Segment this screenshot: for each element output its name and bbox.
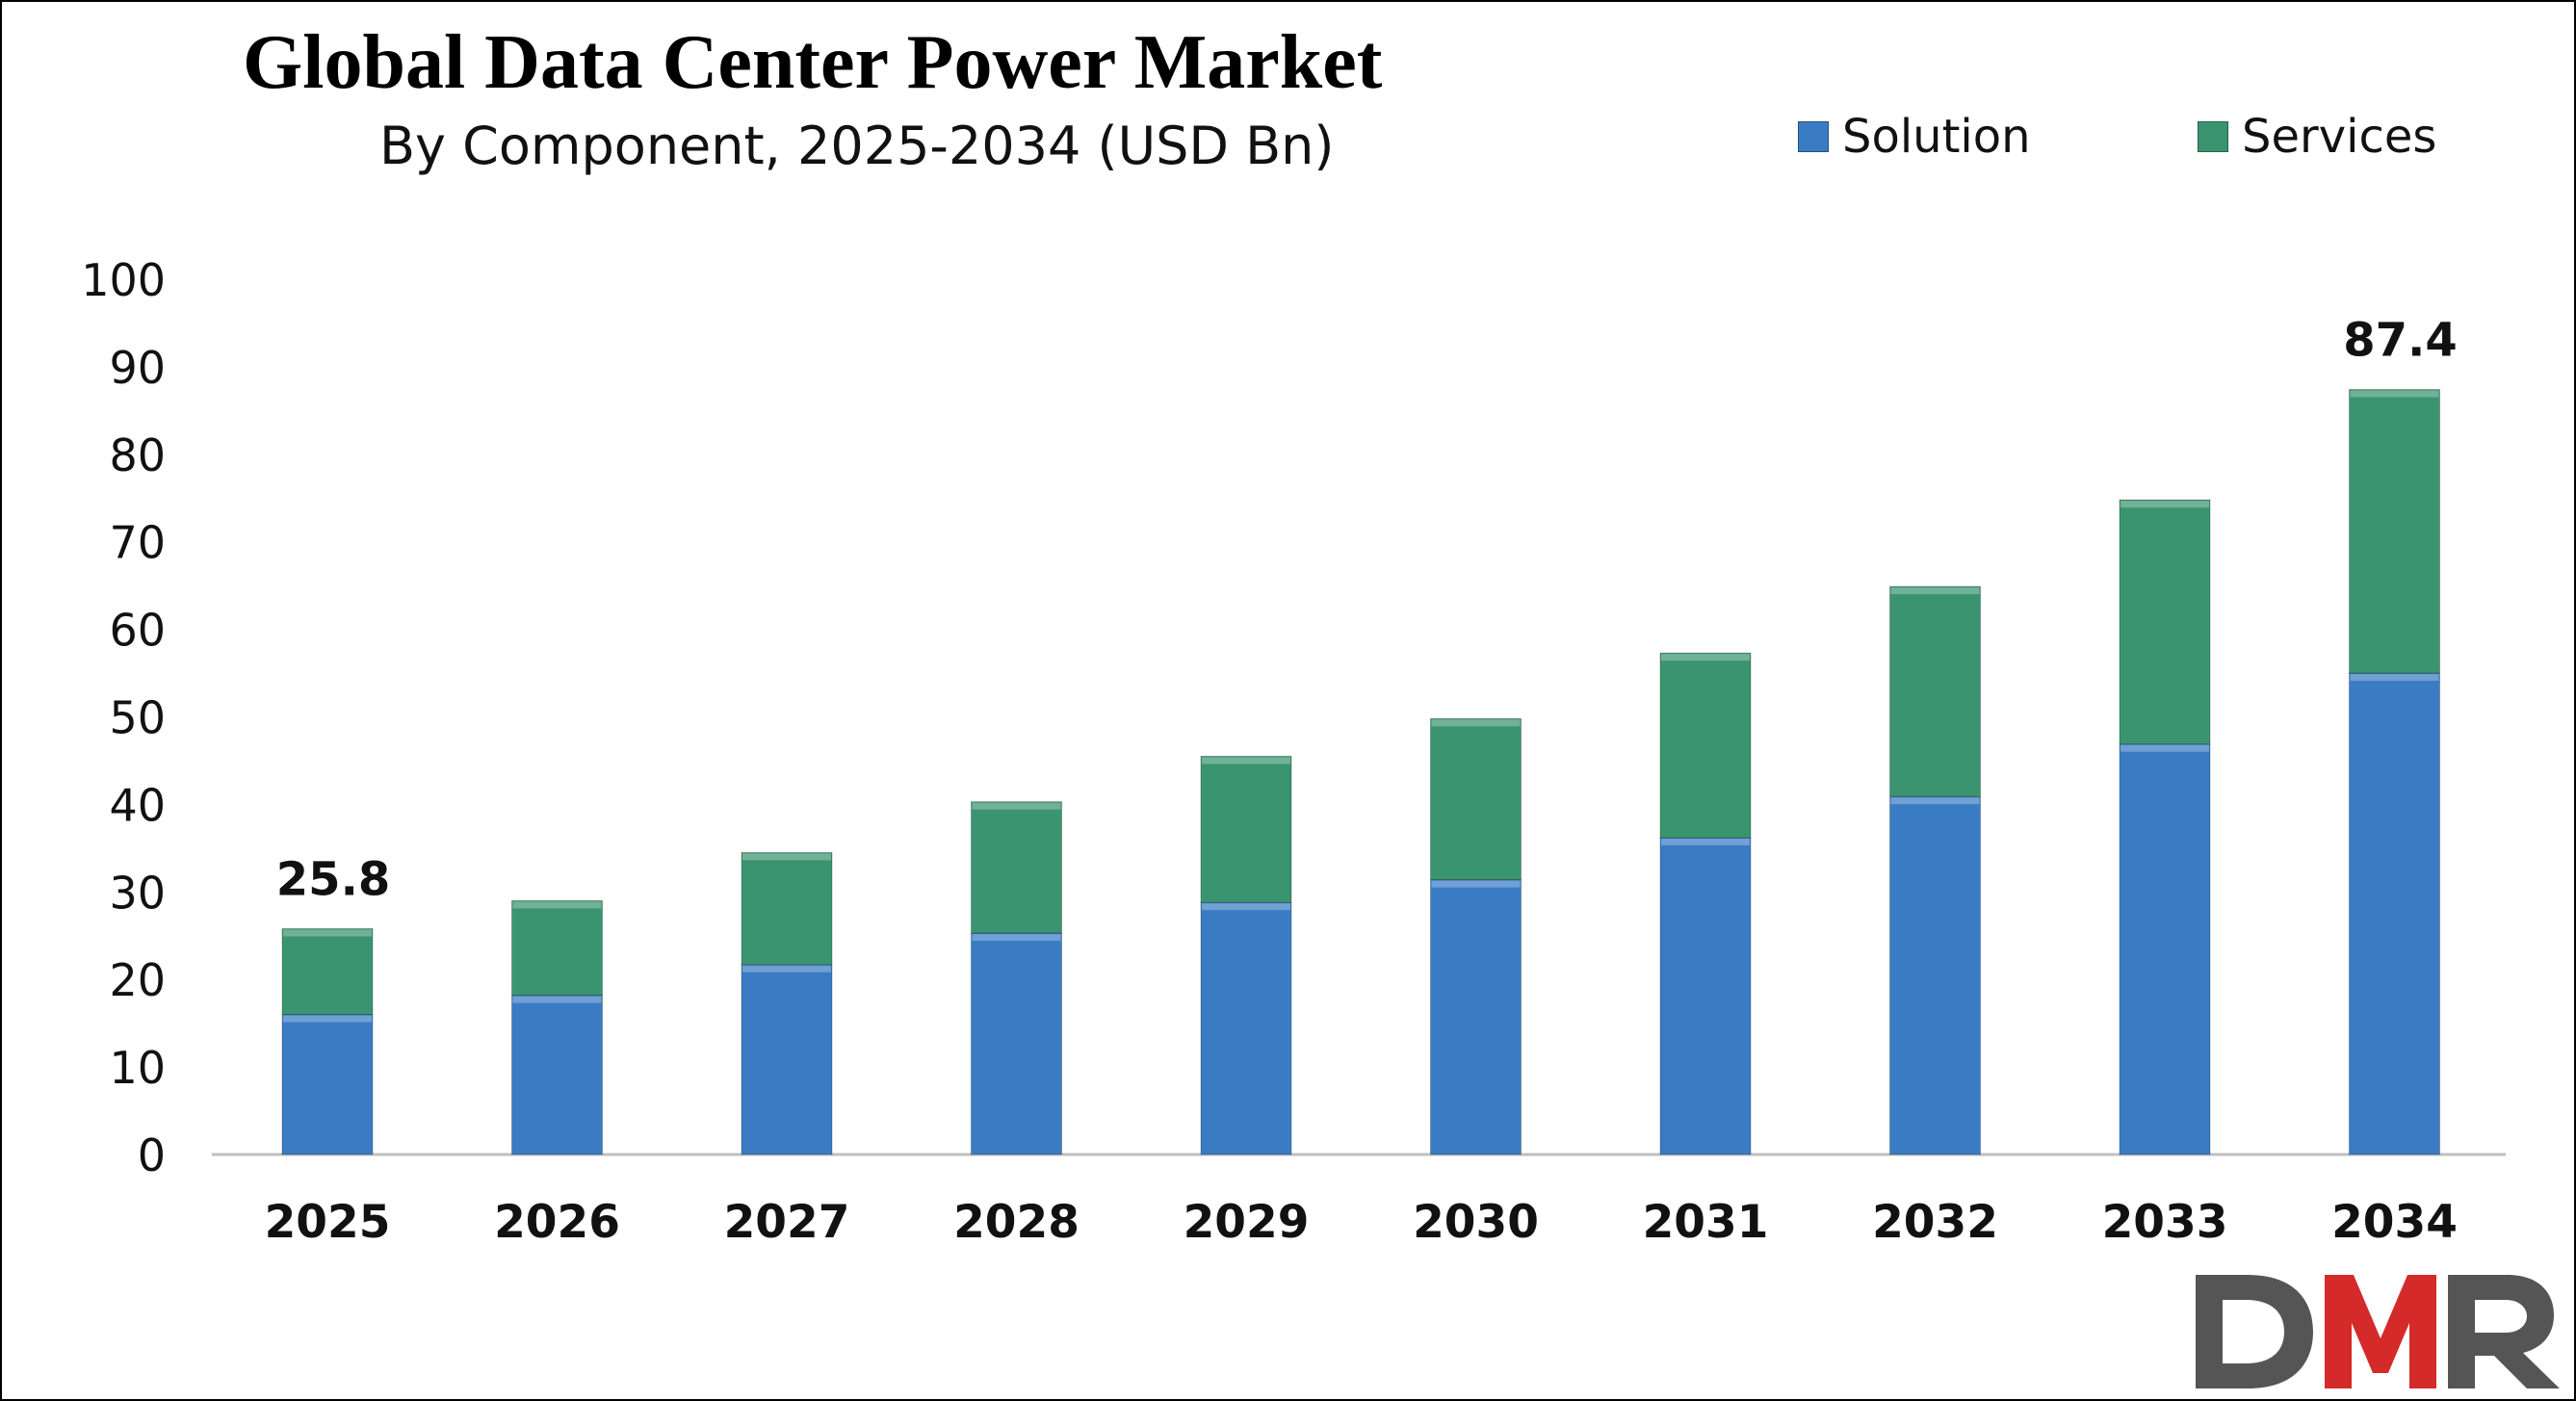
x-tick-label: 2033 xyxy=(2102,1196,2228,1249)
legend-swatch-services xyxy=(2198,121,2228,152)
bar-services-2027 xyxy=(741,851,833,966)
legend-item-solution: Solution xyxy=(1798,110,2198,164)
bar-services-2032 xyxy=(1889,585,1981,797)
y-tick-label: 50 xyxy=(109,692,166,744)
bar-services-2026 xyxy=(511,899,603,997)
bar-services-2025 xyxy=(281,927,374,1016)
legend: Solution Services xyxy=(1798,110,2574,164)
bar-bevel-services-2034 xyxy=(2350,390,2439,398)
bar-services-2028 xyxy=(971,801,1062,934)
bar-bevel-services-2027 xyxy=(742,853,831,861)
x-tick-label: 2029 xyxy=(1184,1196,1310,1249)
y-tick-label: 80 xyxy=(109,429,166,481)
x-tick-label: 2026 xyxy=(494,1196,620,1249)
y-tick-label: 60 xyxy=(109,605,166,657)
x-tick-label: 2028 xyxy=(953,1196,1080,1249)
bar-services-2030 xyxy=(1430,717,1522,881)
bar-bevel-services-2029 xyxy=(1202,757,1290,765)
bar-bevel-solution-2028 xyxy=(972,934,1061,942)
bar-bevel-solution-2030 xyxy=(1431,880,1521,888)
logo-letter-m xyxy=(2325,1275,2436,1388)
bar-solution-2030 xyxy=(1430,879,1522,1155)
y-tick-label: 0 xyxy=(138,1129,166,1181)
bar-solution-2032 xyxy=(1889,795,1981,1155)
bar-bevel-solution-2034 xyxy=(2350,674,2439,682)
y-tick-label: 30 xyxy=(109,867,166,919)
legend-label-services: Services xyxy=(2242,110,2437,164)
x-tick-label: 2031 xyxy=(1643,1196,1769,1249)
bar-bevel-services-2028 xyxy=(972,802,1061,810)
y-tick-label: 20 xyxy=(109,954,166,1006)
bar-solution-2034 xyxy=(2349,672,2440,1155)
x-tick-label: 2034 xyxy=(2331,1196,2458,1249)
bar-bevel-services-2033 xyxy=(2121,501,2209,508)
x-tick-label: 2032 xyxy=(1872,1196,1998,1249)
bar-bevel-solution-2027 xyxy=(742,965,831,973)
x-tick-label: 2027 xyxy=(724,1196,850,1249)
bar-services-2033 xyxy=(2119,499,2211,745)
logo-letter-r xyxy=(2448,1275,2560,1388)
y-tick-label: 70 xyxy=(109,517,166,569)
bar-bevel-solution-2033 xyxy=(2121,744,2209,752)
bar-bevel-services-2025 xyxy=(283,929,372,937)
data-label-total: 25.8 xyxy=(276,852,390,906)
bar-bevel-solution-2032 xyxy=(1890,797,1980,805)
bar-solution-2029 xyxy=(1200,901,1292,1155)
y-tick-label: 90 xyxy=(109,342,166,394)
bar-bevel-services-2026 xyxy=(512,901,602,909)
chart-title: Global Data Center Power Market xyxy=(243,20,1383,105)
logo-letter-d xyxy=(2196,1275,2313,1388)
bar-bevel-services-2030 xyxy=(1431,719,1521,727)
y-tick-label: 40 xyxy=(109,779,166,831)
bar-services-2034 xyxy=(2349,389,2440,674)
bar-bevel-solution-2029 xyxy=(1202,903,1290,911)
legend-swatch-solution xyxy=(1798,121,1829,152)
legend-item-services: Services xyxy=(2198,110,2574,164)
bar-services-2031 xyxy=(1659,652,1752,839)
data-label-total: 87.4 xyxy=(2343,314,2457,368)
bar-solution-2026 xyxy=(511,995,603,1155)
bar-solution-2028 xyxy=(971,932,1062,1155)
bar-bevel-solution-2031 xyxy=(1661,838,1750,845)
bar-bevel-services-2032 xyxy=(1890,587,1980,595)
bar-solution-2031 xyxy=(1659,837,1752,1155)
y-tick-label: 10 xyxy=(109,1042,166,1094)
y-tick-label: 100 xyxy=(81,254,166,306)
x-tick-label: 2030 xyxy=(1413,1196,1539,1249)
bar-solution-2027 xyxy=(741,964,833,1155)
dmr-logo xyxy=(2196,1275,2560,1388)
bar-solution-2025 xyxy=(281,1014,374,1155)
x-tick-label: 2025 xyxy=(265,1196,391,1249)
bar-services-2029 xyxy=(1200,755,1292,903)
bar-bevel-solution-2026 xyxy=(512,996,602,1003)
chart-subtitle: By Component, 2025-2034 (USD Bn) xyxy=(379,116,1335,176)
legend-label-solution: Solution xyxy=(1842,110,2031,164)
bar-bevel-solution-2025 xyxy=(283,1015,372,1023)
bar-bevel-services-2031 xyxy=(1661,654,1750,662)
bar-solution-2033 xyxy=(2119,743,2211,1155)
